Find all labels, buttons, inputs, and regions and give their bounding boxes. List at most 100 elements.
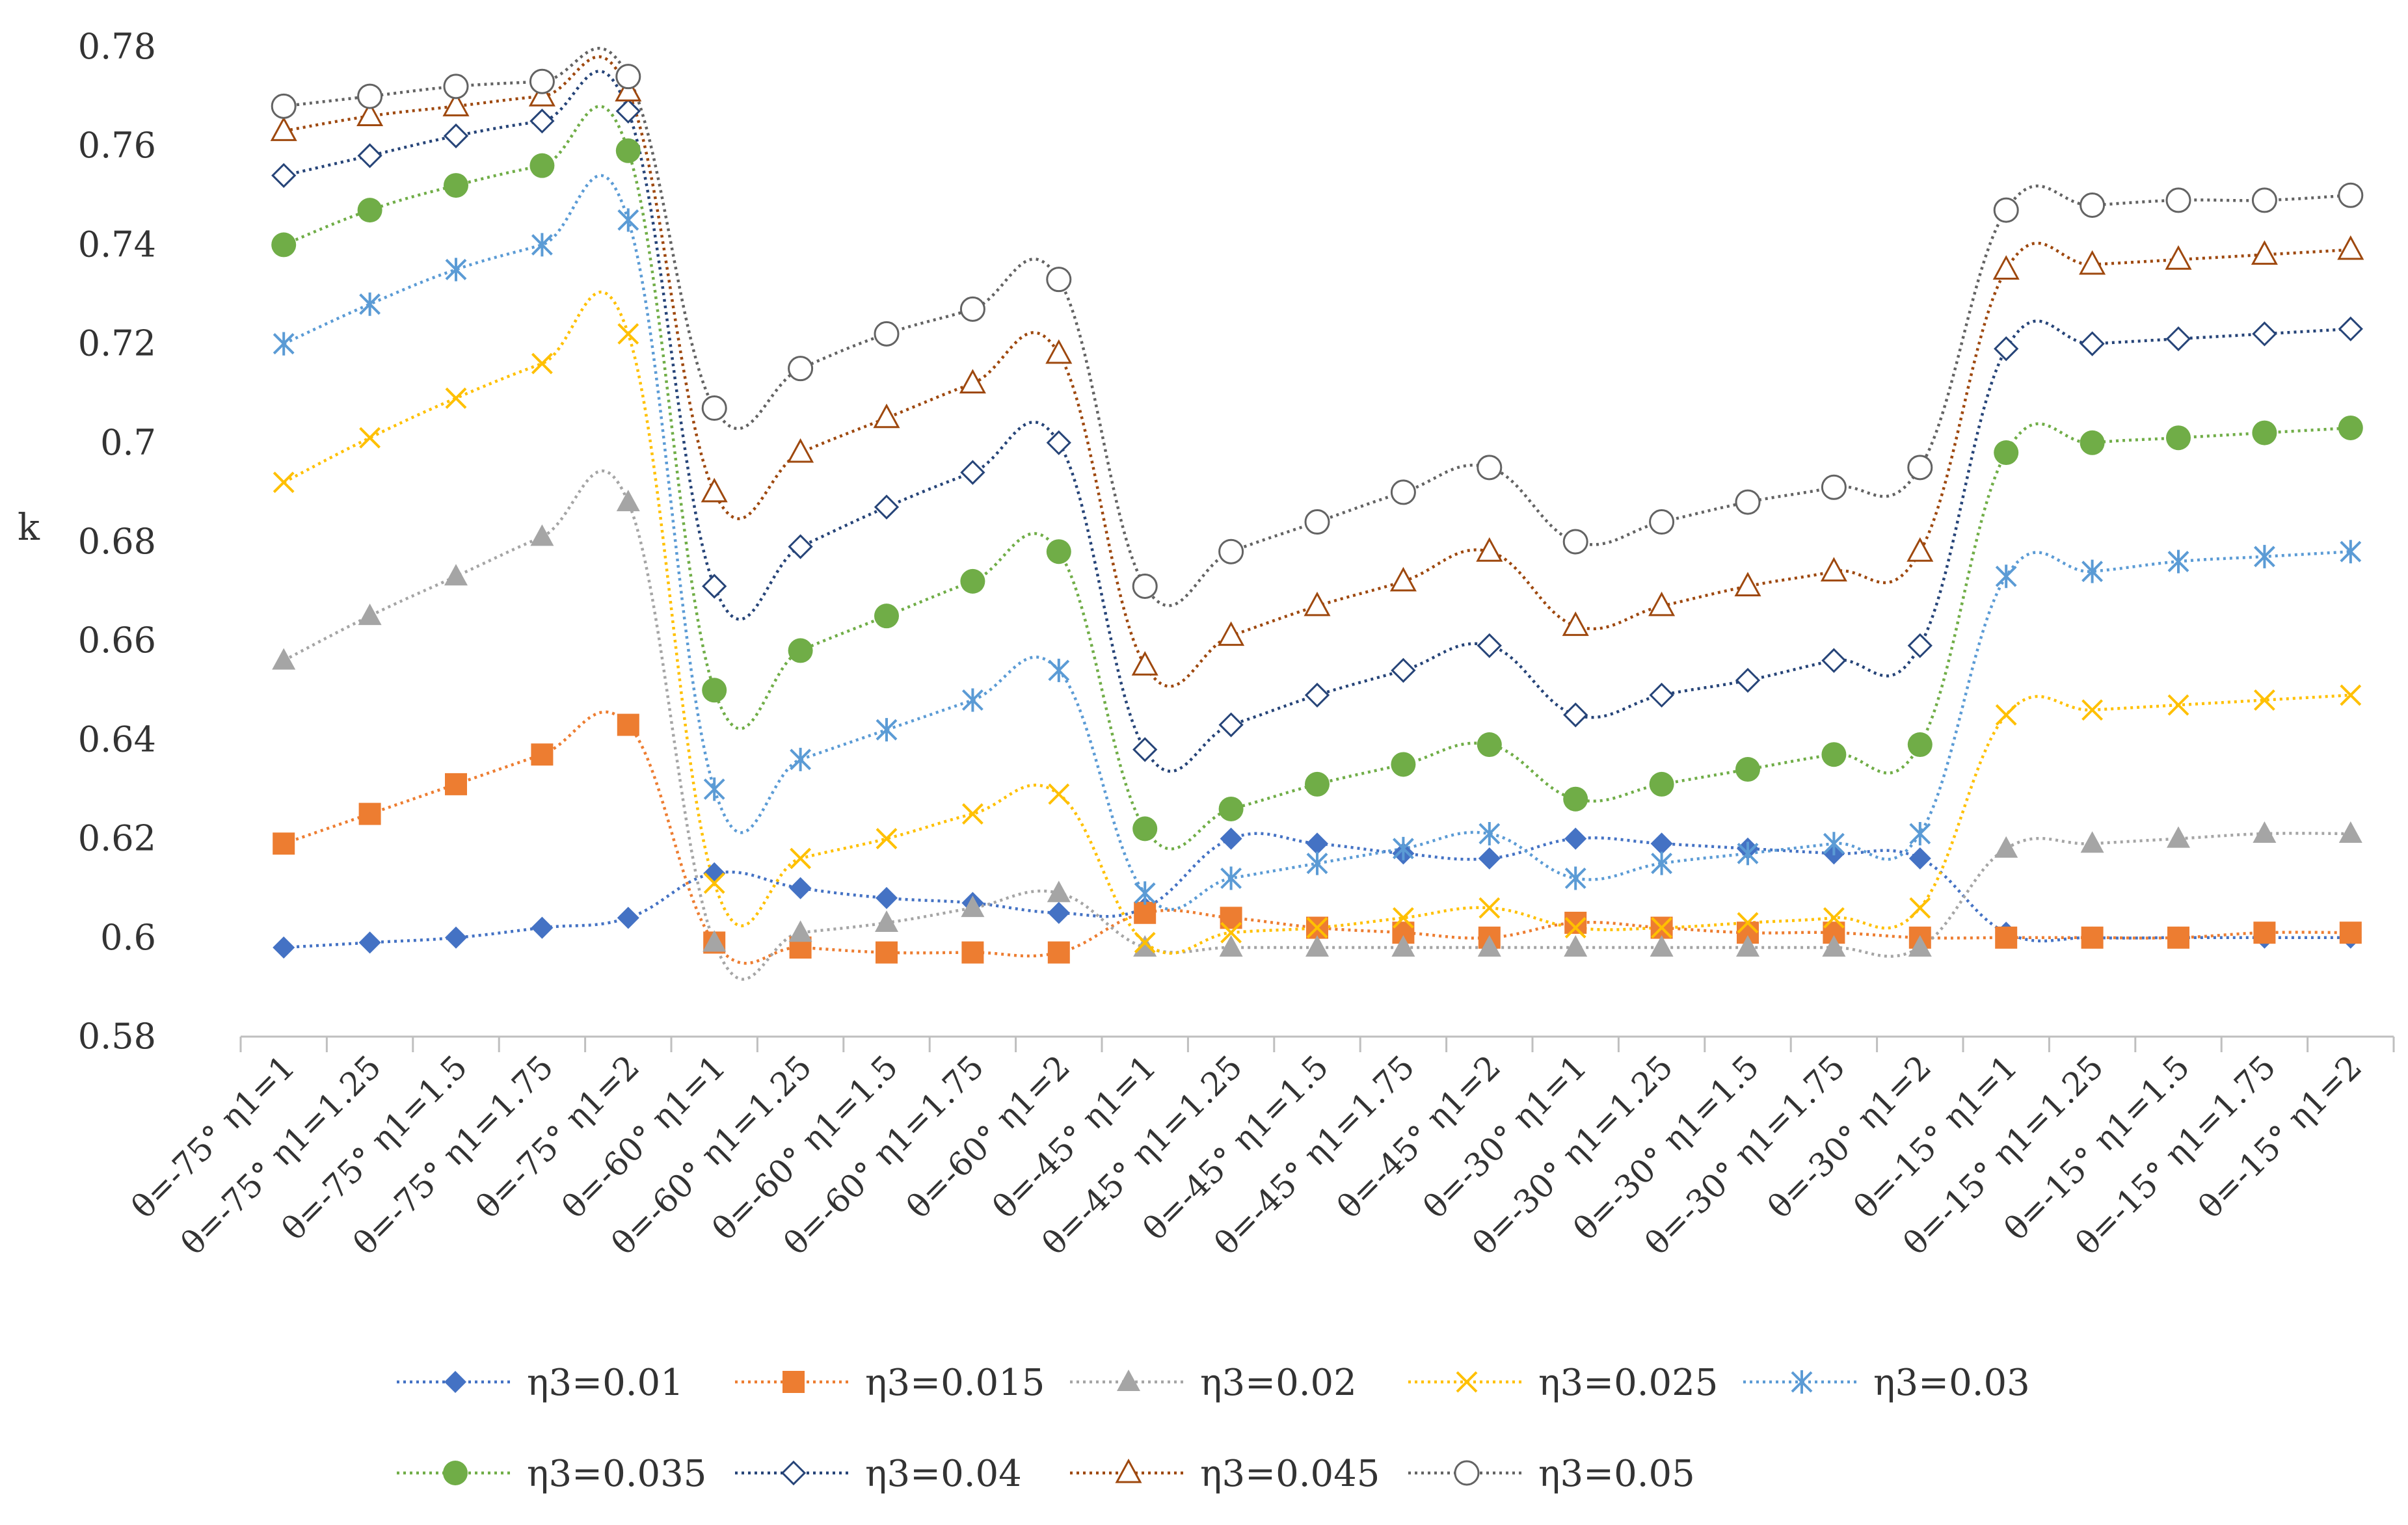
- data-point: [1390, 479, 1416, 505]
- data-point: [617, 208, 639, 232]
- data-point: [703, 872, 725, 894]
- legend-item: η3=0.04: [735, 1453, 1022, 1495]
- data-point: [1649, 509, 1675, 535]
- data-point: [1649, 682, 1674, 708]
- data-point: [1134, 901, 1157, 924]
- data-point: [1046, 539, 1071, 564]
- data-point: [876, 886, 898, 909]
- legend-label: η3=0.035: [527, 1453, 706, 1495]
- data-point: [1391, 935, 1415, 957]
- data-point: [2337, 235, 2364, 260]
- data-point: [1562, 529, 1588, 555]
- data-point: [2340, 540, 2362, 564]
- data-point: [1477, 732, 1502, 758]
- y-tick-label: 0.72: [78, 323, 156, 364]
- data-point: [2080, 192, 2106, 219]
- data-point: [1047, 881, 1071, 903]
- data-point: [1736, 935, 1759, 957]
- data-point: [1220, 866, 1242, 890]
- data-point: [703, 777, 725, 801]
- data-point: [2338, 415, 2363, 440]
- data-point: [1477, 455, 1503, 481]
- data-point: [1823, 907, 1845, 929]
- data-point: [443, 123, 469, 149]
- data-point: [2339, 922, 2362, 944]
- data-point: [701, 395, 727, 421]
- data-point: [2251, 240, 2278, 265]
- data-point: [2079, 250, 2106, 275]
- data-point: [615, 98, 641, 124]
- data-point: [1564, 866, 1586, 890]
- data-point: [359, 292, 381, 316]
- y-tick-label: 0.58: [78, 1016, 156, 1057]
- data-point: [2165, 245, 2192, 270]
- legend-item: η3=0.05: [1408, 1453, 1695, 1495]
- data-point: [270, 116, 297, 141]
- data-point: [1392, 836, 1414, 860]
- data-point: [1306, 832, 1328, 855]
- legend-label: η3=0.01: [527, 1362, 684, 1404]
- data-point: [1994, 336, 2019, 362]
- data-point: [617, 323, 639, 345]
- data-point: [876, 718, 898, 742]
- y-tick-label: 0.62: [78, 818, 156, 859]
- data-point: [615, 64, 641, 90]
- data-point: [1132, 573, 1158, 599]
- data-point: [2080, 331, 2105, 356]
- data-point: [1735, 489, 1761, 515]
- series-line-3: [283, 470, 2351, 981]
- y-tick-label: 0.74: [78, 224, 156, 265]
- legend-item: η3=0.015: [735, 1362, 1045, 1404]
- data-point: [271, 163, 297, 188]
- data-point: [1820, 557, 1847, 582]
- data-point: [615, 138, 641, 163]
- data-point: [1047, 901, 1070, 924]
- data-point: [701, 477, 728, 503]
- data-point: [1907, 732, 1933, 758]
- series-markers: [270, 64, 2364, 964]
- data-point: [1046, 430, 1071, 455]
- legend-item: η3=0.025: [1408, 1362, 1718, 1404]
- y-tick-label: 0.66: [78, 620, 156, 661]
- data-point: [1046, 267, 1072, 293]
- data-point: [1047, 941, 1070, 964]
- data-point: [790, 847, 812, 869]
- data-point: [874, 321, 900, 347]
- data-point: [529, 68, 555, 94]
- data-point: [1048, 658, 1070, 682]
- data-point: [2081, 926, 2104, 949]
- data-point: [2167, 550, 2189, 574]
- legend-marker: [1454, 1460, 1480, 1486]
- data-point: [959, 296, 985, 322]
- data-point: [1908, 847, 1931, 870]
- data-point: [359, 427, 381, 449]
- data-point: [1995, 926, 2018, 949]
- data-point: [1995, 704, 2017, 726]
- data-point: [1304, 682, 1330, 708]
- data-point: [616, 490, 640, 512]
- data-point: [1392, 907, 1414, 929]
- data-point: [1650, 832, 1673, 855]
- data-point: [273, 832, 295, 855]
- data-point: [2080, 831, 2104, 853]
- data-point: [788, 534, 813, 559]
- data-point: [529, 109, 555, 134]
- data-point: [2338, 316, 2363, 341]
- legend: η3=0.01 η3=0.015 η3=0.02 η3=0.025 η3=0.03 η3=…: [397, 1362, 2030, 1495]
- y-tick-label: 0.78: [78, 26, 156, 67]
- y-tick-label: 0.76: [78, 125, 156, 166]
- data-point: [2167, 926, 2189, 949]
- y-tick-label: 0.7: [100, 422, 156, 463]
- data-point: [875, 910, 898, 932]
- data-point: [876, 941, 898, 964]
- data-point: [2167, 826, 2190, 848]
- legend-label: η3=0.015: [865, 1362, 1045, 1404]
- data-point: [1305, 935, 1329, 957]
- legend-marker: [783, 1371, 805, 1393]
- data-point: [2253, 821, 2277, 843]
- data-point: [445, 258, 467, 282]
- data-point: [874, 494, 900, 520]
- data-point: [1821, 648, 1847, 673]
- data-point: [1218, 621, 1245, 646]
